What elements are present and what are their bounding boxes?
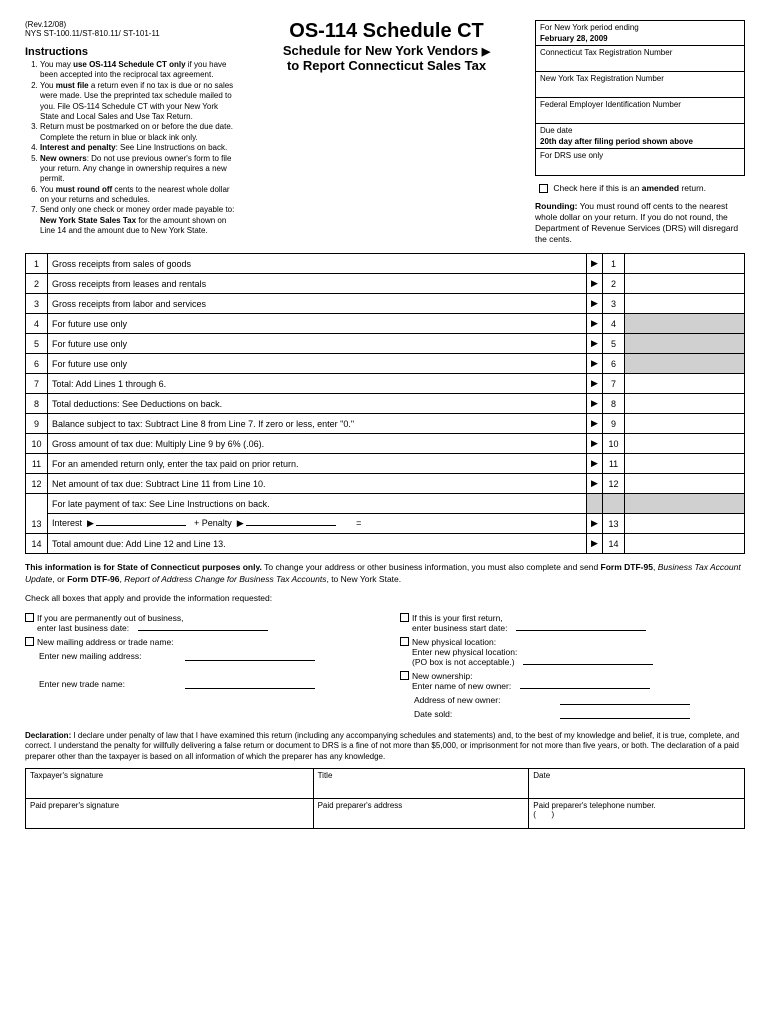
check-col-right: If this is your first return,enter busin… [400,613,745,723]
amount-field[interactable] [625,354,745,374]
calc-row: 12Net amount of tax due: Subtract Line 1… [26,474,745,494]
signature-cell[interactable]: Date [529,769,745,799]
check-intro: Check all boxes that apply and provide t… [25,593,745,604]
check-item[interactable]: If you are permanently out of business,e… [25,613,370,633]
checkbox-icon[interactable] [25,613,34,622]
rounding-note: Rounding: You must round off cents to th… [535,201,745,245]
signature-cell[interactable]: Paid preparer's signature [26,799,314,829]
amount-field[interactable] [625,514,745,534]
instruction-item: You must file a return even if no tax is… [40,81,238,123]
amount-field[interactable] [625,294,745,314]
field-label: Enter new trade name: [39,679,370,689]
header-center: OS-114 Schedule CT Schedule for New York… [248,20,525,245]
amount-field[interactable] [625,314,745,334]
check-item[interactable]: New physical location:Enter new physical… [400,637,745,667]
form-subtitle-1: Schedule for New York Vendors ▶ [248,43,525,58]
info-box: For New York period endingFebruary 28, 2… [535,20,745,176]
instructions-list: You may use OS-114 Schedule CT only if y… [25,60,238,237]
instruction-item: You must round off cents to the nearest … [40,185,238,206]
signature-cell[interactable]: Paid preparer's address [313,799,529,829]
revision: (Rev.12/08) [25,20,238,29]
field-label [39,665,370,675]
field-label: Address of new owner: [414,695,745,705]
amount-field[interactable] [625,434,745,454]
form-title: OS-114 Schedule CT [248,20,525,43]
instruction-item: New owners: Do not use previous owner's … [40,154,238,185]
checkbox-icon[interactable] [400,613,409,622]
instruction-item: You may use OS-114 Schedule CT only if y… [40,60,238,81]
header-row: (Rev.12/08) NYS ST-100.11/ST-810.11/ ST-… [25,20,745,245]
calc-row: 11For an amended return only, enter the … [26,454,745,474]
calc-row: 6For future use only▶6 [26,354,745,374]
amount-field[interactable] [625,334,745,354]
info-cell: New York Tax Registration Number [536,72,744,98]
header-right: For New York period endingFebruary 28, 2… [535,20,745,245]
header-left: (Rev.12/08) NYS ST-100.11/ST-810.11/ ST-… [25,20,238,245]
check-item[interactable]: New ownership:Enter name of new owner: [400,671,745,691]
instruction-item: Send only one check or money order made … [40,205,238,236]
field-label: Enter new mailing address: [39,651,370,661]
calc-row: 3Gross receipts from labor and services▶… [26,294,745,314]
instruction-item: Return must be postmarked on or before t… [40,122,238,143]
amount-field[interactable] [625,474,745,494]
calc-row: 9Balance subject to tax: Subtract Line 8… [26,414,745,434]
amount-field[interactable] [625,394,745,414]
amended-check[interactable]: Check here if this is an amended return. [535,181,745,195]
checkbox-section: If you are permanently out of business,e… [25,613,745,723]
amount-field[interactable] [625,274,745,294]
signature-cell[interactable]: Title [313,769,529,799]
check-item[interactable]: If this is your first return,enter busin… [400,613,745,633]
checkbox-icon[interactable] [400,637,409,646]
ct-info-section: This information is for State of Connect… [25,562,745,585]
info-cell: For DRS use only [536,149,744,175]
calc-row: 4For future use only▶4 [26,314,745,334]
amount-field[interactable] [625,534,745,554]
checkbox-icon[interactable] [25,637,34,646]
amount-field[interactable] [625,414,745,434]
check-col-left: If you are permanently out of business,e… [25,613,370,723]
calculation-table: 1Gross receipts from sales of goods▶12Gr… [25,253,745,554]
info-cell: Federal Employer Identification Number [536,98,744,124]
checkbox-icon[interactable] [539,184,548,193]
calc-row: 1Gross receipts from sales of goods▶1 [26,254,745,274]
calc-row: 8Total deductions: See Deductions on bac… [26,394,745,414]
calc-row: 5For future use only▶5 [26,334,745,354]
signature-cell[interactable]: Taxpayer's signature [26,769,314,799]
info-cell: Due date20th day after filing period sho… [536,124,744,149]
check-item[interactable]: New mailing address or trade name: [25,637,370,647]
calc-row: 10Gross amount of tax due: Multiply Line… [26,434,745,454]
amount-field[interactable] [625,254,745,274]
signature-cell[interactable]: Paid preparer's telephone number.( ) [529,799,745,829]
instruction-item: Interest and penalty: See Line Instructi… [40,143,238,153]
instructions-heading: Instructions [25,46,238,58]
checkbox-icon[interactable] [400,671,409,680]
field-label: Date sold: [414,709,745,719]
form-subtitle-2: to Report Connecticut Sales Tax [248,58,525,73]
amount-field[interactable] [625,454,745,474]
arrow-icon: ▶ [482,45,490,58]
amount-field[interactable] [625,374,745,394]
signature-table: Taxpayer's signatureTitleDate Paid prepa… [25,768,745,829]
info-cell: Connecticut Tax Registration Number [536,46,744,72]
calc-row: 2Gross receipts from leases and rentals▶… [26,274,745,294]
nys-codes: NYS ST-100.11/ST-810.11/ ST-101-11 [25,29,238,38]
declaration: Declaration: I declare under penalty of … [25,731,745,762]
info-cell: For New York period endingFebruary 28, 2… [536,21,744,46]
calc-row: 7Total: Add Lines 1 through 6.▶7 [26,374,745,394]
